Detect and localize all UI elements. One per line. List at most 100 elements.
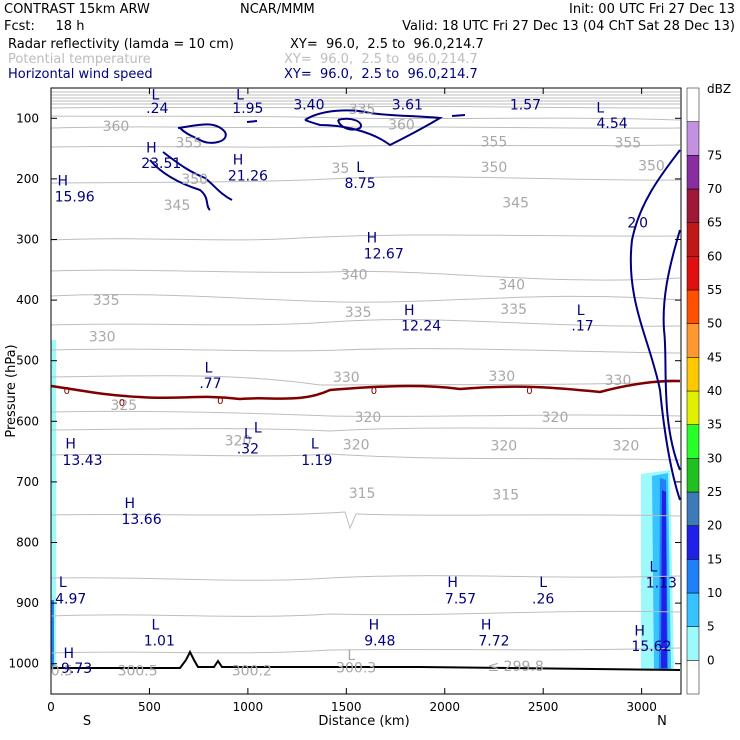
colorbar-tick-label: 50 — [707, 317, 722, 331]
theta-label: 335 — [345, 305, 372, 321]
theta-label: 300.5 — [118, 663, 158, 679]
theta-label: 320 — [343, 437, 370, 453]
theta-label: 360 — [103, 119, 130, 135]
colorbar-swatch — [686, 188, 700, 223]
theta-label: 350 — [481, 160, 508, 176]
wind-label: 1.19 — [301, 453, 332, 469]
colorbar: dBZ 0 5 10 15 20 25 30 35 40 45 50 55 60 65 70 75 — [686, 82, 731, 695]
theta-contour — [50, 115, 681, 121]
colorbar-tick-label: 35 — [707, 418, 722, 432]
theta-label: 300.3 — [336, 660, 376, 676]
wind-label: 4.97 — [55, 591, 86, 607]
colorbar-swatch — [686, 424, 700, 459]
field-theta-xy: XY= 96.0, 2.5 to 96.0,214.7 — [284, 52, 478, 67]
theta-label: 355 — [481, 134, 508, 150]
colorbar-tick-label: 60 — [707, 249, 722, 263]
theta-label: 320 — [490, 439, 517, 455]
theta-label: 360 — [388, 117, 415, 133]
wind-label: H — [124, 496, 135, 512]
wind-label: H — [146, 140, 157, 156]
wind-label: L — [596, 100, 604, 116]
wind-label: H — [634, 623, 645, 639]
wind-contour — [337, 117, 362, 131]
wind-contour — [451, 114, 466, 117]
colorbar-tick-label: 75 — [707, 148, 722, 162]
colorbar-swatch — [686, 87, 700, 122]
north-label: N — [657, 714, 667, 729]
field-reflectivity-xy: XY= 96.0, 2.5 to 96.0,214.7 — [290, 37, 484, 52]
theta-label: 345 — [502, 196, 529, 212]
wind-label: 21.26 — [228, 168, 268, 184]
y-tick-label: 400 — [16, 293, 39, 307]
wind-label: 9.73 — [61, 661, 92, 677]
y-tick-label: 900 — [16, 596, 39, 610]
colorbar-swatch — [686, 323, 700, 358]
theta-contour — [50, 105, 681, 109]
y-tick-label: 100 — [16, 111, 39, 125]
y-tick-label: 200 — [16, 172, 39, 186]
wind-label: H — [65, 437, 76, 453]
model-title: CONTRAST 15km ARW — [4, 2, 150, 17]
wind-label: 23.51 — [141, 156, 181, 172]
theta-label: 35 — [331, 161, 349, 177]
theta-label: 350 — [181, 172, 208, 188]
institution: NCAR/MMM — [240, 2, 315, 17]
theta-contour — [50, 234, 681, 241]
wind-label: L — [356, 160, 364, 176]
wind-label: H — [58, 174, 69, 190]
theta-contour — [50, 575, 681, 581]
theta-label: 335 — [500, 302, 527, 318]
valid-time: Valid: 18 UTC Fri 27 Dec 13 (04 ChT Sat … — [402, 19, 735, 34]
x-tick-label: 1500 — [331, 700, 362, 714]
wind-label: .24 — [146, 101, 168, 117]
wind-label: H — [369, 617, 380, 633]
colorbar-swatch — [686, 390, 700, 425]
wind-label: L — [236, 88, 244, 104]
colorbar-swatch — [686, 559, 700, 594]
theta-contours — [50, 91, 681, 654]
wind-label: L — [577, 303, 585, 319]
south-label: S — [83, 714, 91, 729]
theta-contour — [50, 126, 681, 129]
colorbar-tick-label: 15 — [707, 552, 722, 566]
y-tick-label: 800 — [16, 536, 39, 550]
wind-label: 9.48 — [364, 634, 395, 650]
theta-label: 355 — [614, 136, 641, 152]
colorbar-tick-label: 10 — [707, 586, 722, 600]
theta-contour — [50, 319, 681, 327]
wind-contour — [662, 229, 681, 471]
wind-label: 15.62 — [631, 639, 671, 655]
colorbar-swatch — [686, 525, 700, 560]
colorbar-swatch — [686, 256, 700, 291]
forecast-hour: Fcst: 18 h — [4, 19, 84, 34]
wind-label: 4.54 — [597, 116, 628, 132]
wind-contour — [149, 159, 211, 211]
wind-label: L — [254, 420, 262, 436]
colorbar-swatch — [686, 289, 700, 324]
theta-label: 335 — [349, 102, 376, 118]
theta-label: 300.2 — [232, 663, 272, 679]
x-tick-label: 2500 — [528, 700, 559, 714]
wind-label: 7.57 — [445, 591, 476, 607]
plot-area: 335 360 360 355 355 355 350 35 350 350 345 345 340 34… — [50, 87, 682, 695]
colorbar-swatch — [686, 155, 700, 190]
wind-label: 13.66 — [122, 512, 162, 528]
wind-label: H — [233, 153, 244, 169]
theta-extremum-label: L — [347, 648, 355, 664]
plot-background — [51, 88, 681, 694]
wind-label: 12.24 — [401, 319, 441, 335]
theta-label: 315 — [492, 488, 519, 504]
theta-label: 340 — [341, 268, 368, 284]
colorbar-tick-label: 20 — [707, 519, 722, 533]
colorbar-swatch — [686, 458, 700, 493]
wind-label: 1.57 — [510, 97, 541, 113]
wind-label: .17 — [571, 319, 593, 335]
wind-label: 13.43 — [62, 453, 102, 469]
wind-label: 3.40 — [293, 97, 324, 113]
wind-contour — [246, 120, 258, 123]
theta-label: 0.5 — [51, 663, 73, 679]
wind-label: 12.67 — [364, 246, 404, 262]
colorbar-swatch — [686, 121, 700, 156]
plot-frame — [50, 87, 682, 695]
